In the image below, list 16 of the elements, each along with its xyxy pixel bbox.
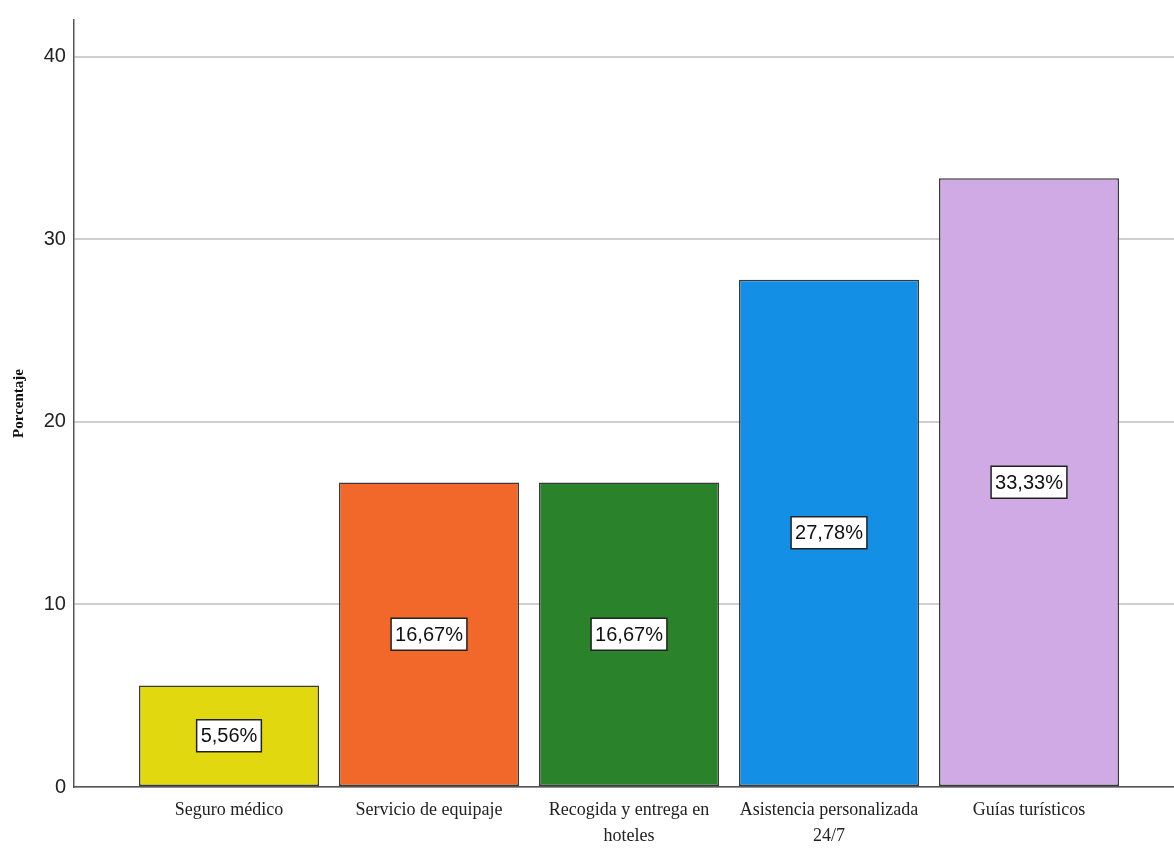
y-tick-label: 40 [43,44,66,67]
y-tick-label: 0 [54,774,66,797]
data-label: 16,67% [395,622,464,645]
y-tick-label: 10 [43,591,66,614]
y-tick-label: 30 [43,226,66,249]
y-axis-title: Porcentaje [9,368,26,438]
data-label: 33,33% [995,470,1064,493]
x-tick-label: Guías turísticos [972,798,1086,819]
x-tick-label: Servicio de equipaje [355,798,503,819]
x-tick-label: Asistencia personalizada 24/7 [739,798,919,845]
y-tick-label: 20 [43,409,66,432]
data-label: 16,67% [595,622,664,645]
x-tick-label: Seguro médico [174,798,284,819]
data-label: 5,56% [200,724,258,747]
data-label: 27,78% [795,521,864,544]
x-tick-label: Recogida y entrega en hoteles [548,798,710,845]
